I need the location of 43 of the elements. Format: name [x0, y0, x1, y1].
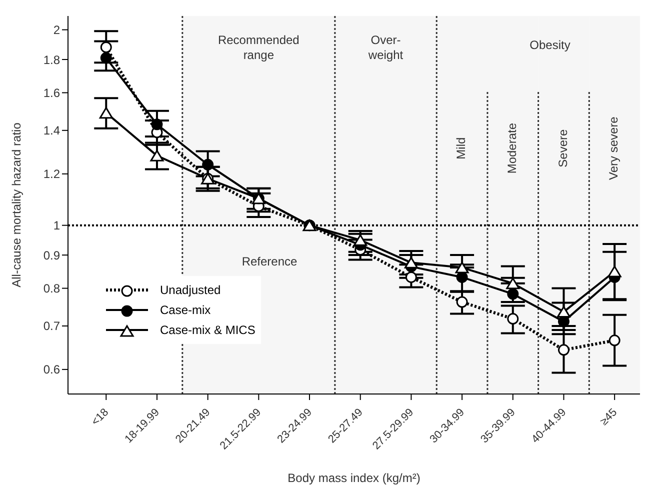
y-tick-label: 1	[53, 218, 60, 233]
band-label: Mild	[454, 137, 468, 160]
band-label: Very severe	[606, 116, 621, 180]
band-label: Over-weight	[367, 33, 404, 62]
x-tick-label: <18	[89, 406, 112, 428]
point	[150, 150, 164, 162]
legend-label: Case-mix	[160, 303, 211, 317]
y-tick-label: 0.6	[43, 362, 60, 377]
band-label: Severe	[556, 128, 570, 168]
point	[151, 118, 163, 130]
point	[455, 262, 469, 274]
point	[608, 334, 620, 346]
band-label: Moderate	[505, 122, 520, 174]
y-tick-label: 0.9	[43, 248, 60, 262]
point	[354, 234, 368, 246]
point	[608, 266, 622, 278]
point	[456, 296, 468, 308]
y-tick-label: 1.4	[43, 124, 60, 138]
point	[507, 288, 519, 300]
point	[202, 158, 214, 170]
y-tick-label: 1.2	[43, 167, 60, 182]
legend-label: Unadjusted	[160, 283, 221, 297]
y-axis-title: All-cause mortality hazard ratio	[9, 122, 24, 288]
point	[405, 271, 417, 283]
point	[507, 313, 519, 325]
point	[100, 52, 112, 64]
point	[404, 256, 418, 268]
annotation: Obesity	[528, 38, 572, 52]
y-tick-label: 2	[53, 23, 60, 38]
point	[556, 306, 570, 318]
band-label: Recommended range	[218, 33, 300, 62]
x-axis-title: Body mass index (kg/m²)	[288, 471, 420, 485]
point	[506, 278, 520, 290]
annotation: Reference	[242, 254, 298, 268]
point	[100, 41, 112, 53]
point	[558, 344, 570, 356]
y-tick-label: 1.6	[43, 86, 60, 100]
x-tick-label: ≥45	[598, 406, 620, 428]
y-tick-label: 1.8	[43, 52, 60, 67]
point	[99, 107, 113, 119]
y-tick-label: 0.8	[43, 282, 60, 296]
y-tick-label: 0.7	[43, 319, 60, 334]
legend-label: Case-mix & MICS	[160, 323, 256, 337]
